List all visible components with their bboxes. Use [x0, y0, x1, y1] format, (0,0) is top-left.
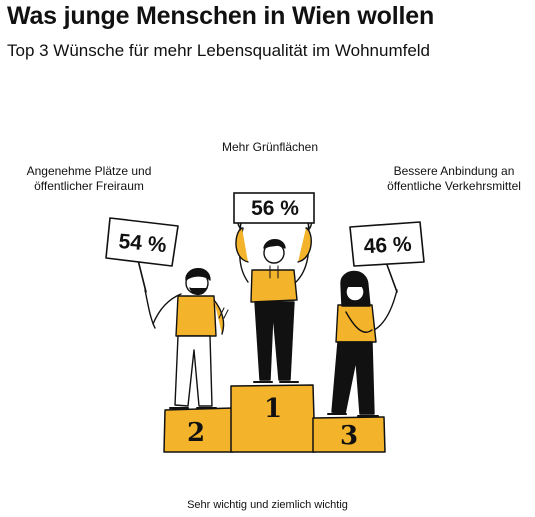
podium-block-rank-3: [312, 416, 386, 453]
value-label-rank-3: 46 %: [363, 233, 412, 258]
podium-blocks: [163, 384, 386, 453]
person-rank-3: [327, 270, 398, 417]
sign-rank-2: 54 %: [105, 217, 179, 267]
rank-number-1: 1: [264, 394, 282, 424]
page-subtitle: Top 3 Wünsche für mehr Lebensqualität im…: [7, 41, 431, 60]
category-label-rank-2: Angenehme Plätze und öffentlicher Freira…: [26, 164, 152, 193]
page-title: Was junge Menschen in Wien wollen: [7, 2, 435, 30]
sign-sticks: [137, 220, 398, 293]
sign-rank-1: 56 %: [233, 192, 315, 224]
rank-number-3: 3: [340, 421, 358, 451]
rank-number-2: 2: [187, 418, 205, 448]
podium-illustration: 2 1 3: [137, 217, 398, 453]
person-rank-2: [144, 268, 229, 409]
value-label-rank-2: 54 %: [118, 230, 168, 257]
category-label-rank-3: Bessere Anbindung an öffentliche Verkehr…: [387, 164, 521, 193]
value-label-rank-1: 56 %: [251, 197, 299, 220]
category-label-rank-1: Mehr Grünflächen: [221, 140, 319, 154]
sign-rank-3: 46 %: [349, 221, 425, 267]
chart-note: Sehr wichtig und ziemlich wichtig: [187, 499, 348, 511]
person-rank-1: [235, 217, 313, 383]
